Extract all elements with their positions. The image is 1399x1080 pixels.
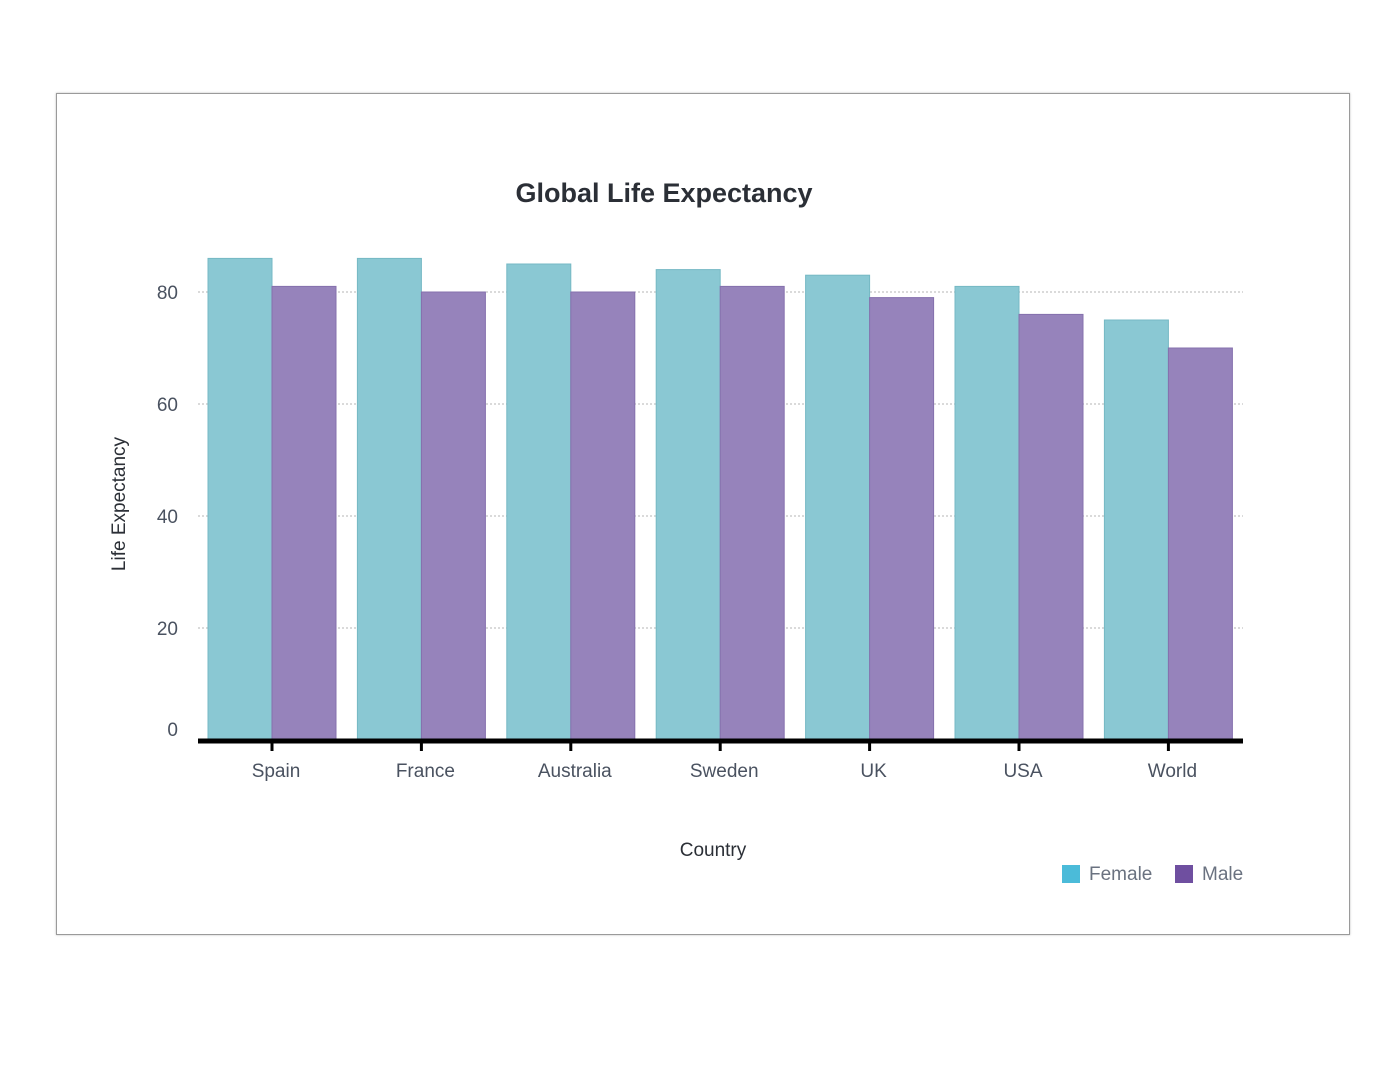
bar-male-usa xyxy=(1018,313,1084,741)
chart-frame xyxy=(56,93,1350,935)
y-tick-label: 80 xyxy=(157,283,178,304)
bar-male-spain xyxy=(271,285,337,741)
x-axis-label: Country xyxy=(680,840,747,861)
bar-female-world xyxy=(1103,319,1169,741)
y-tick-label: 20 xyxy=(157,619,178,640)
bar-female-france xyxy=(356,257,422,741)
bar-male-australia xyxy=(570,291,636,741)
x-tick-label: Australia xyxy=(538,761,612,782)
y-tick-label: 60 xyxy=(157,395,178,416)
bar-male-france xyxy=(420,291,486,741)
y-tick-label: 0 xyxy=(167,720,178,741)
x-tick-label: UK xyxy=(860,761,887,782)
legend-label-female: Female xyxy=(1089,864,1152,885)
bar-female-uk xyxy=(805,274,871,741)
legend-swatch-male xyxy=(1175,865,1193,883)
y-axis-label: Life Expectancy xyxy=(109,436,130,571)
bar-female-spain xyxy=(207,257,273,741)
bar-male-world xyxy=(1167,347,1233,741)
legend-swatch-female xyxy=(1062,865,1080,883)
bar-female-sweden xyxy=(655,269,721,741)
y-tick-label: 40 xyxy=(157,507,178,528)
chart-title: Global Life Expectancy xyxy=(515,178,812,208)
x-tick-label: World xyxy=(1148,761,1197,782)
x-tick-label: Spain xyxy=(252,761,301,782)
bar-female-australia xyxy=(506,263,572,741)
x-tick-label: USA xyxy=(1003,761,1042,782)
bar-male-uk xyxy=(869,297,935,741)
legend-label-male: Male xyxy=(1202,864,1243,885)
bar-female-usa xyxy=(954,285,1020,741)
x-tick-label: France xyxy=(396,761,455,782)
x-tick-label: Sweden xyxy=(690,761,759,782)
bar-male-sweden xyxy=(719,285,785,741)
